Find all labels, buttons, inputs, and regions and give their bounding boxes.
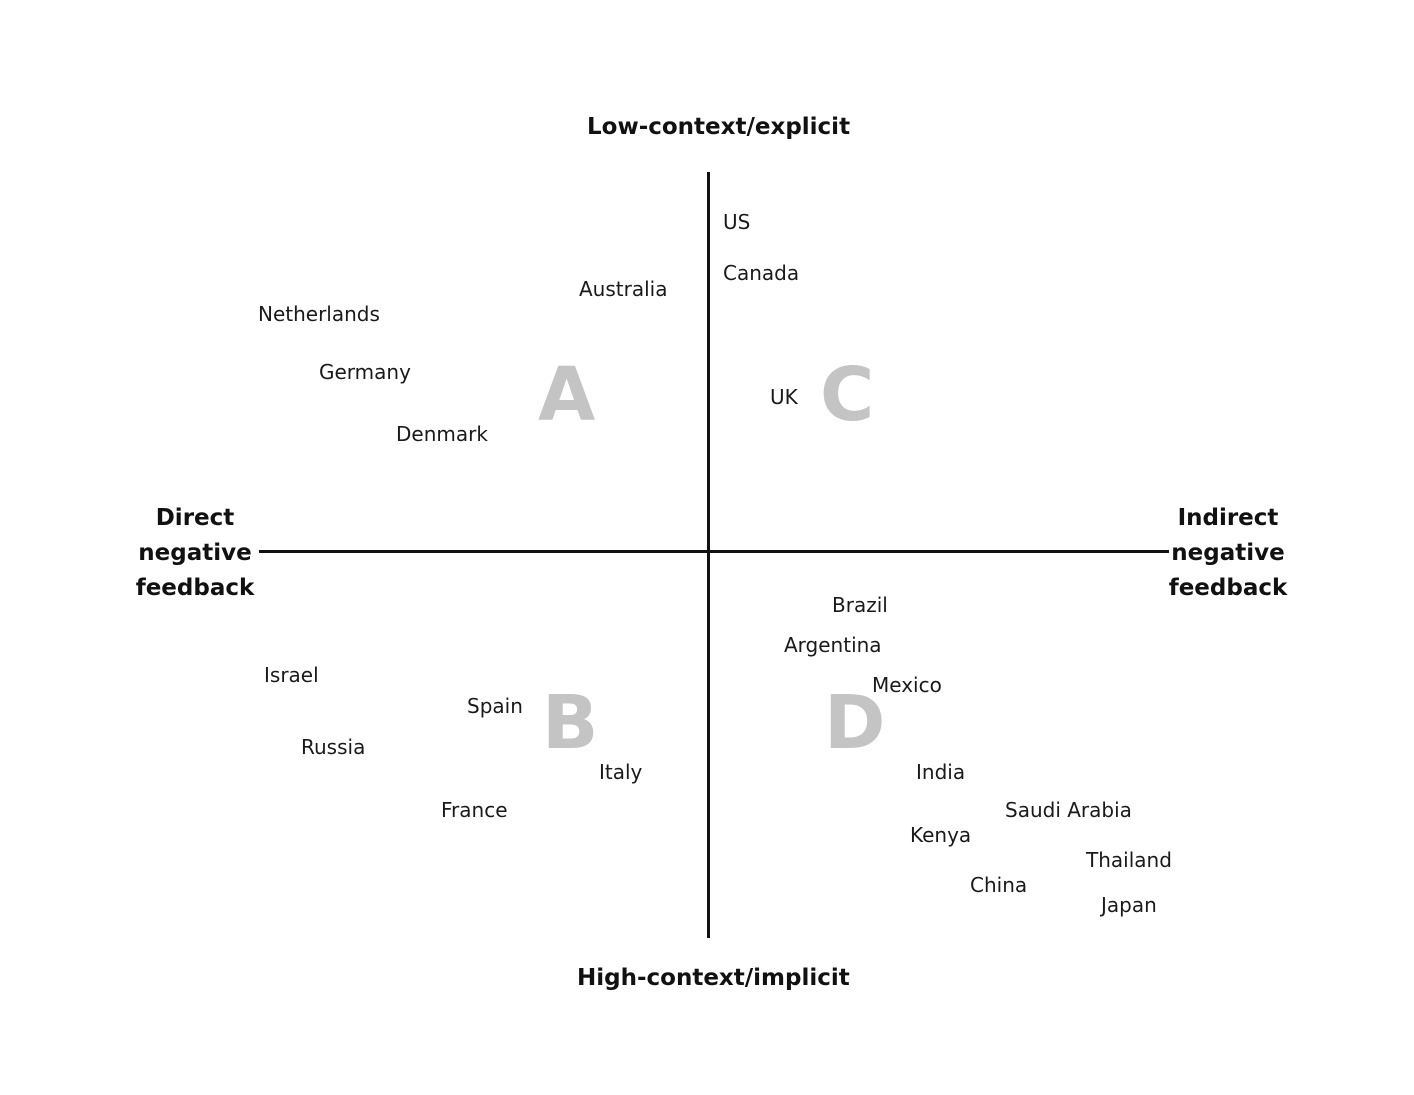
country-label-argentina: Argentina — [784, 633, 882, 657]
axis-title-right-line-3: feedback — [1168, 575, 1288, 601]
country-label-mexico: Mexico — [872, 673, 942, 697]
axis-title-right: Indirect negative feedback — [1163, 501, 1293, 606]
vertical-axis-line — [707, 172, 710, 938]
country-label-france: France — [441, 798, 508, 822]
quadrant-label-b: B — [542, 680, 599, 766]
country-label-germany: Germany — [319, 360, 411, 384]
country-label-canada: Canada — [723, 261, 800, 285]
horizontal-axis-line — [259, 550, 1169, 553]
axis-title-top: Low-context/explicit — [587, 114, 851, 140]
axis-title-right-line-1: Indirect — [1177, 505, 1279, 531]
axis-title-left-line-2: negative — [138, 540, 252, 566]
country-label-japan: Japan — [1101, 893, 1157, 917]
axis-title-right-line-2: negative — [1171, 540, 1285, 566]
country-label-kenya: Kenya — [910, 823, 972, 847]
country-label-australia: Australia — [579, 277, 668, 301]
axis-title-bottom: High-context/implicit — [577, 965, 850, 991]
country-label-china: China — [970, 873, 1028, 897]
axis-title-left-line-3: feedback — [135, 575, 255, 601]
axis-title-left-line-1: Direct — [155, 505, 235, 531]
country-label-denmark: Denmark — [396, 422, 488, 446]
country-label-spain: Spain — [467, 694, 523, 718]
country-label-uk: UK — [770, 385, 798, 409]
country-label-india: India — [916, 760, 966, 784]
quadrant-label-d: D — [824, 680, 886, 766]
quadrant-label-a: A — [538, 352, 596, 438]
country-label-italy: Italy — [599, 760, 643, 784]
country-label-thailand: Thailand — [1086, 848, 1172, 872]
country-label-israel: Israel — [264, 663, 319, 687]
quadrant-label-c: C — [820, 352, 875, 438]
country-label-russia: Russia — [301, 735, 366, 759]
country-label-saudi-arabia: Saudi Arabia — [1005, 798, 1132, 822]
country-label-netherlands: Netherlands — [258, 302, 380, 326]
axis-title-left: Direct negative feedback — [130, 501, 260, 606]
country-label-brazil: Brazil — [832, 593, 888, 617]
country-label-us: US — [723, 210, 751, 234]
